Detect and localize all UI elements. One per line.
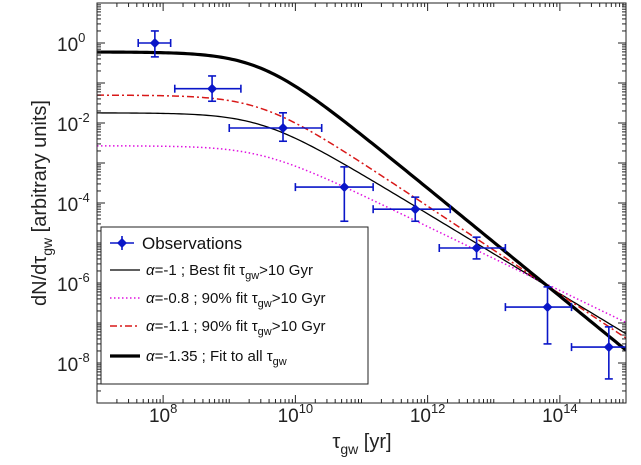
diamond-marker <box>542 302 553 313</box>
tick-labels: 108 1010 1012 1014 100 10-2 10-4 10-6 10-8 <box>57 30 578 427</box>
diamond-marker <box>339 182 350 193</box>
legend-label-1: α=-1 ; Best fit τgw>10 Gyr <box>146 262 313 282</box>
legend-box <box>100 226 369 385</box>
x-axis-label: τgw [yr] <box>332 431 391 457</box>
legend-label-3: α=-1.1 ; 90% fit τgw>10 Gyr <box>146 318 325 338</box>
y-tick-label: 10-2 <box>57 110 90 136</box>
legend-label-4: α=-1.35 ; Fit to all τgw <box>146 348 287 368</box>
observation-point-6 <box>438 236 507 260</box>
y-axis-label: dN/dτgw [arbitrary units] <box>29 100 55 306</box>
x-tick-label: 1014 <box>542 401 578 427</box>
diamond-marker <box>278 122 289 133</box>
y-tick-label: 10-6 <box>57 270 90 296</box>
y-tick-label: 10-8 <box>57 350 90 376</box>
y-tick-label: 100 <box>57 30 85 56</box>
plot-area <box>97 30 626 380</box>
observation-point-2 <box>173 75 242 103</box>
diamond-marker <box>471 242 482 253</box>
legend-observations-label: Observations <box>142 234 242 253</box>
diamond-marker <box>149 38 160 48</box>
observation-point-8 <box>570 326 626 380</box>
observation-point-5 <box>372 196 452 223</box>
diamond-marker <box>207 83 218 94</box>
series-line-4 <box>97 50 626 352</box>
observation-point-3 <box>228 111 323 143</box>
observation-point-7 <box>504 286 573 345</box>
legend: Observations α=-1 ; Best fit τgw>10 Gyr α=… <box>100 226 369 385</box>
x-tick-label: 1012 <box>410 401 446 427</box>
x-tick-label: 108 <box>149 401 177 427</box>
diamond-marker <box>603 342 614 353</box>
x-tick-label: 1010 <box>278 401 314 427</box>
legend-label-2: α=-0.8 ; 90% fit τgw>10 Gyr <box>146 290 325 310</box>
observation-point-1 <box>137 30 172 58</box>
legend-observations-marker <box>117 238 127 248</box>
observation-point-4 <box>294 166 374 223</box>
y-tick-label: 10-4 <box>57 190 90 216</box>
diamond-marker <box>410 204 421 215</box>
